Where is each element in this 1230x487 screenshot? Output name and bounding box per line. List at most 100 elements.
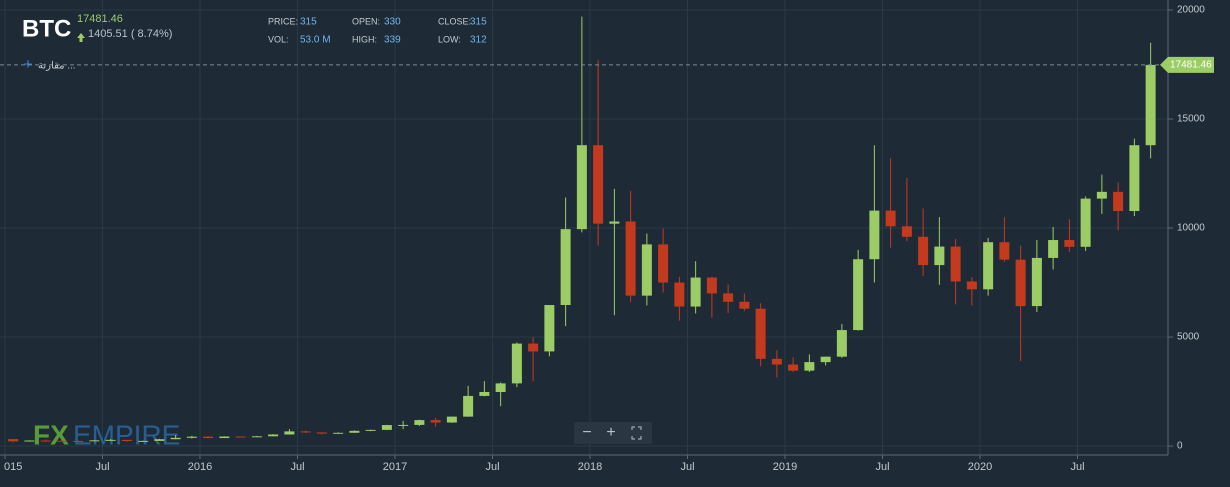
candle-body xyxy=(511,343,522,384)
candle-body xyxy=(999,242,1010,260)
last-price: 17481.46 xyxy=(77,13,123,25)
x-tick-label: 2019 xyxy=(773,461,797,473)
candle-body xyxy=(24,440,35,442)
candle-body xyxy=(479,391,490,396)
zoom-in[interactable]: + xyxy=(606,424,615,441)
last-price-label: 17481.46 xyxy=(1170,60,1212,71)
plot xyxy=(0,16,1168,443)
candle-body xyxy=(365,429,376,431)
candle-body xyxy=(804,362,815,371)
candle-body xyxy=(186,436,197,438)
candle-body xyxy=(576,145,587,230)
candle-body xyxy=(560,229,571,306)
stat-value: 53.0 M xyxy=(300,35,331,46)
stat-value: 315 xyxy=(300,17,317,28)
zoom-out[interactable]: − xyxy=(582,424,591,441)
candle-body xyxy=(885,210,896,227)
x-tick-label: Jul xyxy=(290,461,304,473)
candle-body xyxy=(446,416,457,423)
candle-body xyxy=(284,431,295,435)
candle-body xyxy=(73,440,84,442)
candle-body xyxy=(105,439,116,441)
candle-body xyxy=(300,431,311,433)
stat-label: PRICE: xyxy=(268,16,298,26)
candle-body xyxy=(609,221,620,224)
candle-body xyxy=(1096,191,1107,199)
stat-label: CLOSE: xyxy=(438,16,471,26)
stat-label: LOW: xyxy=(438,34,461,44)
x-tick-label: Jul xyxy=(875,461,889,473)
candle-body xyxy=(771,358,782,365)
stat-value: 330 xyxy=(384,17,401,28)
candle-body xyxy=(1064,240,1075,247)
x-tick-label: 015 xyxy=(4,461,22,473)
watermark: FX EMPIRE xyxy=(33,419,180,450)
stat-value: 339 xyxy=(384,35,401,46)
candle-body xyxy=(414,420,425,425)
candle-body xyxy=(950,246,961,282)
candle-body xyxy=(1080,198,1091,247)
candle-body xyxy=(901,226,912,237)
x-tick-label: Jul xyxy=(485,461,499,473)
candle-body xyxy=(8,439,19,442)
candle-body xyxy=(138,440,149,442)
candle-body xyxy=(333,432,344,434)
candle-body xyxy=(788,364,799,371)
x-tick-label: 2017 xyxy=(383,461,407,473)
symbol: BTC xyxy=(22,15,71,42)
y-tick-label: 15000 xyxy=(1177,114,1205,125)
candle-body xyxy=(625,221,636,296)
candle-body xyxy=(154,439,165,441)
candle-body xyxy=(430,420,441,423)
candle-body xyxy=(1048,240,1059,258)
y-tick-label: 10000 xyxy=(1177,223,1205,234)
candle-body xyxy=(170,437,181,440)
candle-body xyxy=(381,425,392,430)
stat-label: HIGH: xyxy=(352,34,377,44)
candle-body xyxy=(674,282,685,307)
compare[interactable]: مقارنة ... xyxy=(38,61,76,72)
candle-body xyxy=(349,430,360,433)
x-tick-label: Jul xyxy=(95,461,109,473)
compare-plus[interactable]: + xyxy=(24,56,33,73)
stat-label: VOL: xyxy=(268,34,289,44)
candle-body xyxy=(983,242,994,290)
x-tick-label: 2016 xyxy=(188,461,212,473)
x-tick-label: Jul xyxy=(1070,461,1084,473)
candle-body xyxy=(820,356,831,363)
x-tick-label: Jul xyxy=(680,461,694,473)
header: BTC 17481.46 1405.51 ( 8.74%) PRICE: 315 O… xyxy=(22,13,487,73)
up-arrow xyxy=(77,33,85,42)
candle-body xyxy=(1031,257,1042,307)
candle-body xyxy=(89,440,100,442)
y-tick-label: 5000 xyxy=(1177,332,1200,343)
candle-body xyxy=(121,439,132,442)
candle-body xyxy=(690,277,701,307)
stat-label: OPEN: xyxy=(352,16,380,26)
candle-body xyxy=(1129,145,1140,212)
fullscreen[interactable] xyxy=(631,426,642,440)
candle-body xyxy=(1113,191,1124,212)
candle-body xyxy=(1015,259,1026,307)
watermark-fx: FX xyxy=(33,419,69,450)
y-tick-label: 0 xyxy=(1177,441,1183,452)
candle-body xyxy=(918,236,929,266)
candle-body xyxy=(219,436,230,439)
x-tick-label: 2020 xyxy=(968,461,992,473)
watermark-empire: EMPIRE xyxy=(73,419,180,450)
candle-body xyxy=(203,436,214,439)
axes: 0 5000 10000 15000 20000 015 Jul 2016 Jul 2017 Jul… xyxy=(4,5,1214,473)
grid xyxy=(0,0,1168,455)
candle-body xyxy=(706,277,717,294)
candle-body xyxy=(235,436,246,438)
y-tick-label: 20000 xyxy=(1177,5,1205,16)
candle-body xyxy=(544,305,555,352)
stat-value: 312 xyxy=(470,35,487,46)
change: 1405.51 ( 8.74%) xyxy=(88,28,172,40)
candle-body xyxy=(739,301,750,309)
candle-body xyxy=(658,244,669,283)
candle-body xyxy=(251,436,262,438)
